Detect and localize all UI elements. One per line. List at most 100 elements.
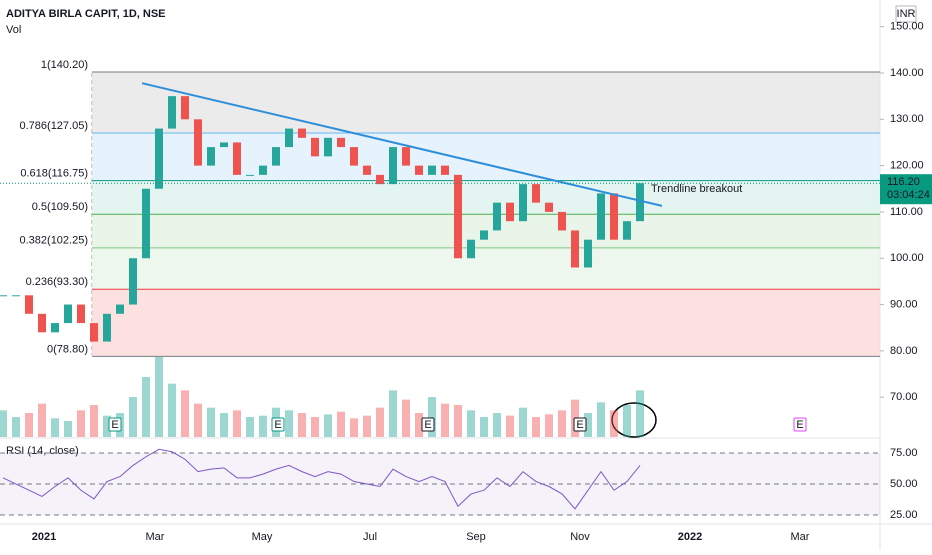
volume-bar bbox=[454, 405, 462, 437]
candle bbox=[597, 193, 605, 240]
candle bbox=[298, 128, 306, 138]
candle bbox=[519, 184, 527, 222]
price-tick-label: 130.00 bbox=[890, 113, 924, 125]
price-tick-label: 90.00 bbox=[890, 298, 918, 310]
candle bbox=[480, 230, 488, 240]
candle bbox=[610, 193, 618, 240]
volume-bar bbox=[168, 383, 176, 437]
candle bbox=[246, 174, 254, 176]
rsi-tick-label: 50.00 bbox=[890, 478, 918, 490]
candle bbox=[181, 96, 189, 120]
volume-bar bbox=[532, 417, 540, 437]
volume-bar bbox=[181, 390, 189, 437]
volume-bar bbox=[402, 399, 410, 437]
volume-bar bbox=[233, 410, 241, 437]
volume-bar bbox=[389, 390, 397, 437]
volume-bar bbox=[298, 413, 306, 437]
volume-bar bbox=[259, 415, 267, 437]
volume-bar bbox=[480, 417, 488, 437]
earnings-marker bbox=[793, 417, 807, 432]
volume-bar bbox=[415, 413, 423, 437]
trendline bbox=[141, 82, 663, 207]
candle bbox=[415, 165, 423, 175]
candle bbox=[350, 147, 358, 166]
time-label: Nov bbox=[570, 531, 590, 543]
candle bbox=[493, 202, 501, 231]
earnings-label: E bbox=[274, 419, 281, 431]
volume-bar bbox=[103, 415, 111, 437]
candle bbox=[90, 323, 98, 342]
price-tick-label: 80.00 bbox=[890, 345, 918, 357]
candle bbox=[25, 295, 33, 314]
price-tick-label: 100.00 bbox=[890, 252, 924, 264]
candle bbox=[285, 128, 293, 148]
candle bbox=[259, 165, 267, 175]
volume-bar bbox=[142, 377, 150, 437]
volume-bar bbox=[207, 407, 215, 437]
vol-label: Vol bbox=[6, 24, 21, 36]
time-label: Mar bbox=[146, 531, 165, 543]
candle bbox=[532, 184, 540, 203]
earnings-label: E bbox=[796, 419, 803, 431]
candle bbox=[584, 239, 592, 268]
fib-label: 0.5(109.50) bbox=[32, 201, 88, 213]
candle bbox=[77, 304, 85, 324]
candle bbox=[363, 165, 371, 175]
volume-bar bbox=[220, 413, 228, 437]
candle bbox=[220, 142, 228, 148]
candle bbox=[168, 96, 176, 129]
volume-bar bbox=[610, 410, 618, 437]
fib-band bbox=[92, 180, 880, 215]
hand-circle bbox=[611, 402, 657, 438]
candle bbox=[324, 137, 332, 157]
candle bbox=[545, 202, 553, 212]
volume-bar bbox=[363, 415, 371, 437]
candle bbox=[402, 147, 410, 166]
fib-band bbox=[92, 132, 880, 181]
candle bbox=[64, 304, 72, 324]
volume-bar bbox=[545, 414, 553, 437]
volume-bar bbox=[12, 417, 20, 437]
volume-bar bbox=[441, 403, 449, 437]
candle bbox=[454, 174, 462, 259]
volume-bar bbox=[38, 403, 46, 437]
symbol-title: ADITYA BIRLA CAPIT, 1D, NSE bbox=[6, 8, 166, 20]
earnings-label: E bbox=[424, 419, 431, 431]
volume-bar bbox=[64, 421, 72, 437]
volume-bar bbox=[636, 390, 644, 437]
volume-bar bbox=[77, 410, 85, 437]
rsi-tick-label: 25.00 bbox=[890, 509, 918, 521]
candle bbox=[233, 142, 241, 175]
earnings-marker bbox=[108, 417, 122, 432]
time-label: 2021 bbox=[32, 531, 56, 543]
volume-bar bbox=[428, 397, 436, 437]
price-tick-label: 150.00 bbox=[890, 21, 924, 33]
volume-bar bbox=[623, 405, 631, 437]
candle bbox=[116, 304, 124, 314]
rsi-line bbox=[2, 448, 641, 510]
earnings-marker bbox=[271, 417, 285, 432]
volume-bar bbox=[129, 397, 137, 437]
price-tick-label: 70.00 bbox=[890, 391, 918, 403]
candle bbox=[623, 221, 631, 240]
currency-box bbox=[895, 5, 917, 23]
annotation: Trendline breakout bbox=[651, 183, 742, 195]
candle bbox=[558, 211, 566, 231]
countdown: 03:04:24 bbox=[887, 189, 930, 201]
fib-band bbox=[92, 247, 880, 290]
candle bbox=[389, 147, 397, 185]
fib-label: 0.618(116.75) bbox=[20, 168, 88, 180]
earnings-label: E bbox=[111, 419, 118, 431]
price-tick-label: 120.00 bbox=[890, 160, 924, 172]
rsi-label: RSI (14, close) bbox=[6, 445, 79, 457]
rsi-tick-label: 75.00 bbox=[890, 447, 918, 459]
candle bbox=[194, 119, 202, 166]
fib-band bbox=[92, 72, 880, 133]
price-tick-label: 110.00 bbox=[890, 206, 923, 218]
volume-bar bbox=[90, 405, 98, 437]
last-price: 116.20 bbox=[887, 176, 920, 188]
candle bbox=[12, 295, 20, 297]
volume-bar bbox=[246, 417, 254, 437]
last-price-box bbox=[880, 174, 932, 205]
